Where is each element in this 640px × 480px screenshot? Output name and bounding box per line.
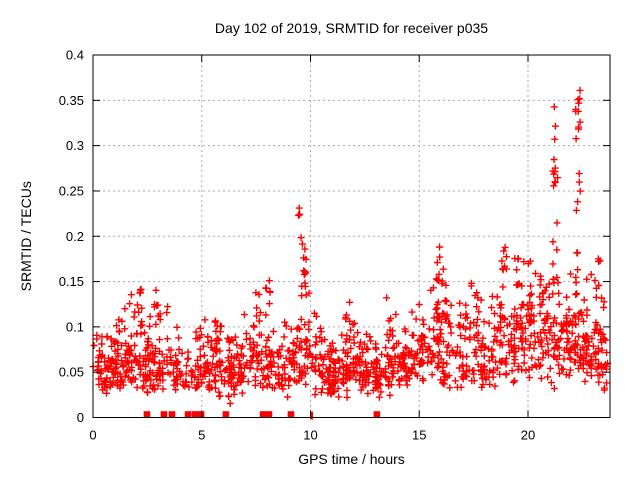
y-tick-label: 0.25 xyxy=(59,183,84,198)
x-tick-label: 10 xyxy=(303,428,317,443)
x-tick-label: 15 xyxy=(412,428,426,443)
y-tick-label: 0.1 xyxy=(66,319,84,334)
y-tick-label: 0.3 xyxy=(66,138,84,153)
x-tick-label: 20 xyxy=(521,428,535,443)
zero-value-square-marker xyxy=(197,411,205,418)
zero-value-square-marker xyxy=(184,411,192,418)
data-point-markers xyxy=(89,86,611,407)
zero-value-square-marker xyxy=(143,411,151,418)
x-tick-label: 5 xyxy=(198,428,205,443)
zero-value-square-marker xyxy=(287,411,295,418)
scatter-points xyxy=(89,86,611,420)
tick-labels: 0 0.05 0.1 0.15 0.2 0.25 0.3 0.35 0.4 0 5 10 15 20 xyxy=(59,48,536,443)
zero-value-square-marker xyxy=(168,411,176,418)
x-axis-label: GPS time / hours xyxy=(298,451,405,467)
y-tick-label: 0.35 xyxy=(59,93,84,108)
y-tick-label: 0.2 xyxy=(66,229,84,244)
x-tick-label: 0 xyxy=(89,428,96,443)
chart-title: Day 102 of 2019, SRMTID for receiver p03… xyxy=(215,20,488,36)
y-axis-label: SRMTID / TECUs xyxy=(18,181,34,291)
y-tick-label: 0 xyxy=(77,410,84,425)
y-tick-label: 0.05 xyxy=(59,365,84,380)
y-tick-label: 0.4 xyxy=(66,48,84,63)
zero-value-square-marker xyxy=(265,411,273,418)
grid-lines xyxy=(93,55,610,418)
zero-value-square-marker xyxy=(222,411,230,418)
zero-value-square-marker xyxy=(160,411,168,418)
axis-ticks xyxy=(92,54,610,418)
zero-value-square-marker xyxy=(373,411,381,418)
zero-value-square-marker xyxy=(259,411,267,418)
y-tick-label: 0.15 xyxy=(59,274,84,289)
zero-value-square-marker xyxy=(191,411,199,418)
